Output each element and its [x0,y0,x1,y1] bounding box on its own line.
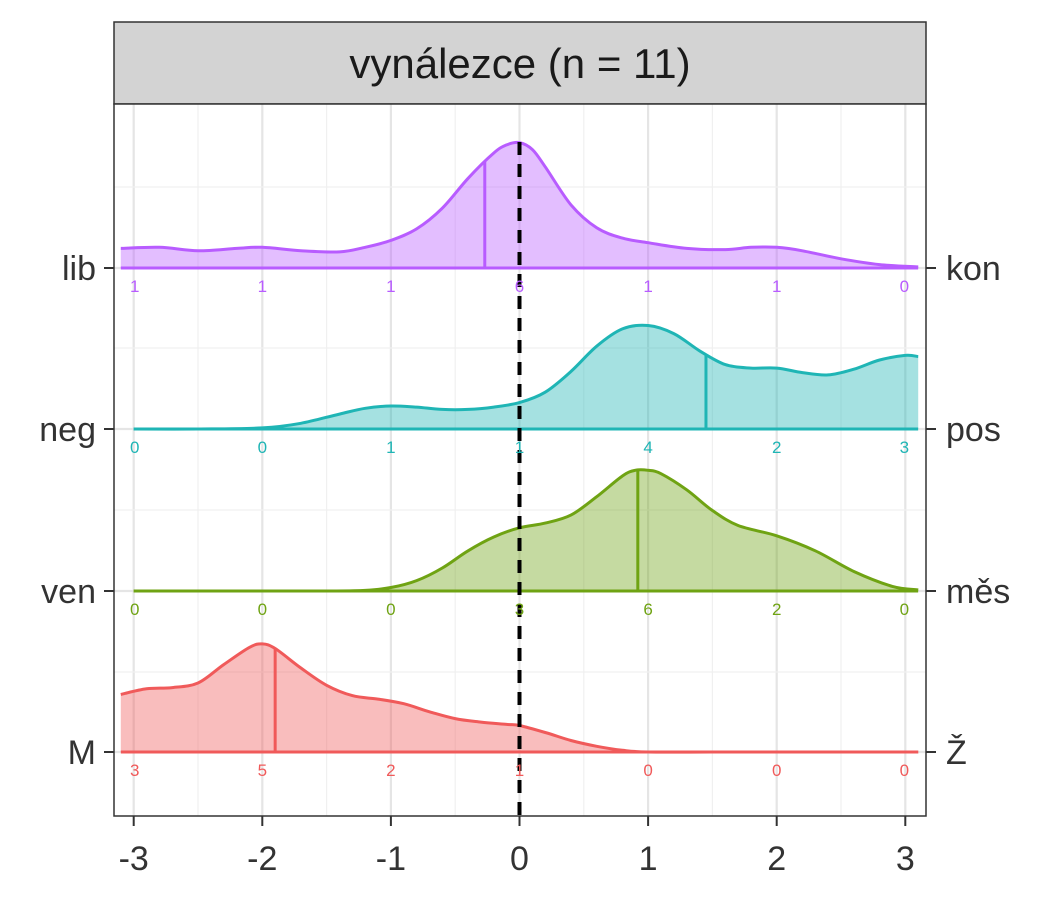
facet-strip [113,21,927,105]
ridge-density-line [120,642,919,754]
count-label: 3 [515,600,524,619]
count-label: 6 [515,277,524,296]
count-label: 1 [258,277,267,296]
ridge-fill [133,325,919,430]
count-label: 0 [900,761,909,780]
x-axis: -3 -2 -1 0 1 2 3 [119,816,915,878]
count-label: 1 [772,277,781,296]
y-label-left: neg [39,411,96,449]
count-label: 0 [900,600,909,619]
count-labels: 1 1 1 6 1 1 00 0 1 1 4 2 30 0 0 3 6 2 03 5 2 1 0 0 0 [130,277,909,780]
count-label: 1 [643,277,652,296]
chart-title: vynálezce (n = 11) [349,40,690,87]
x-tick-label: 1 [639,840,658,878]
ridge-density-line [133,323,919,431]
y-label-right: Ž [946,734,967,772]
count-label: 0 [386,600,395,619]
y-label-left: lib [62,250,96,288]
count-label: 0 [258,600,267,619]
y-label-right: kon [946,250,1001,288]
x-tick-label: -2 [247,840,277,878]
x-tick-label: 2 [767,840,786,878]
y-label-left: M [68,734,96,772]
count-label: 2 [772,600,781,619]
ridge-neg [133,323,919,431]
count-label: 0 [130,600,139,619]
count-label: 0 [643,761,652,780]
count-label: 2 [772,438,781,457]
count-label: 3 [130,761,139,780]
y-label-right: pos [946,411,1001,449]
count-label: 0 [900,277,909,296]
count-label: 3 [900,438,909,457]
x-tick-label: -1 [376,840,406,878]
count-label: 1 [515,438,524,457]
ridge-M [120,642,919,754]
y-label-left: ven [41,573,96,611]
count-label: 0 [772,761,781,780]
x-tick-label: -3 [119,840,149,878]
ridge-fill [120,142,919,268]
ridge-fill [133,469,919,592]
count-label: 1 [386,277,395,296]
ridge-ven [133,468,919,593]
y-label-right: měs [946,573,1010,611]
x-tick-label: 0 [510,840,529,878]
ridge-density-line [133,468,919,593]
ridge-fill [120,643,919,753]
count-label: 0 [258,438,267,457]
x-tick-label: 3 [896,840,915,878]
count-label: 2 [386,761,395,780]
count-label: 1 [130,277,139,296]
count-label: 0 [130,438,139,457]
count-label: 6 [643,600,652,619]
count-label: 1 [515,761,524,780]
y-axis-right: kon pos měs Ž [926,250,1010,772]
count-label: 1 [386,438,395,457]
count-label: 5 [258,761,267,780]
count-label: 4 [643,438,652,457]
y-axis-left: lib neg ven M [39,250,114,772]
